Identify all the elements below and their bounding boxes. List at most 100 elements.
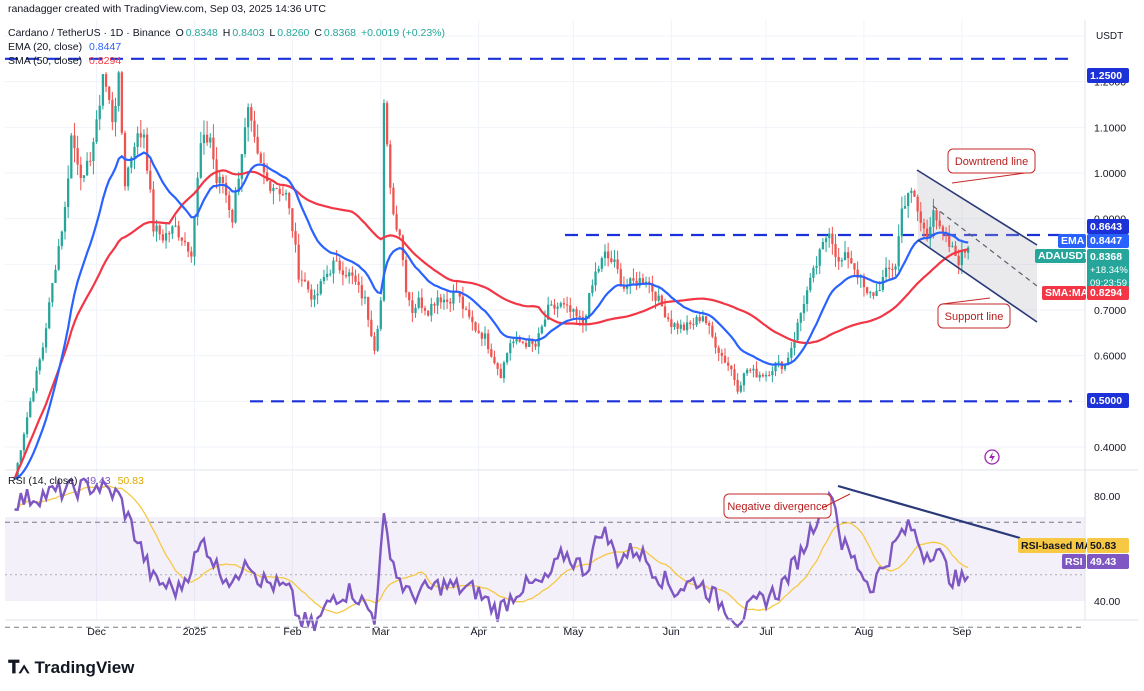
candle-body [531,340,534,344]
candle-body [385,103,389,145]
bar-countdown: 09:23:59 [1090,278,1127,289]
candle-body [689,322,692,325]
candle-body [907,192,910,207]
candle-body [644,281,648,284]
rsi-ma-value-tag-bg [1087,538,1129,553]
ema-value-tag: 0.8447 [1090,235,1122,247]
candle-body [632,278,635,281]
downtrend-line [916,169,1038,246]
candle-body [540,326,543,334]
candle-body [929,226,932,239]
channel-shading [917,170,1037,322]
time-tick-label: Sep [952,626,971,638]
candle-body [430,304,433,316]
candle-body [25,417,29,435]
symbol-title[interactable]: Cardano / TetherUS · 1D · Binance [8,27,171,39]
candle-body [250,107,253,121]
candle-body [581,317,585,325]
candle-body [76,148,79,165]
candle-body [294,231,297,245]
candle-body [919,211,922,223]
candle-body [243,127,247,155]
candle-body [505,353,509,363]
candle-body [38,359,41,371]
rsi-value-tag-bg [1087,554,1129,569]
candle-body [597,268,600,272]
candle-body [253,120,256,137]
level-0-8643-tag-bg [1087,219,1129,234]
attribution: ranadagger created with TradingView.com,… [8,3,326,15]
candle-body [543,319,547,327]
sma-legend-label[interactable]: SMA (50, close) [8,55,83,67]
candle-body [758,374,761,378]
candle-body [382,103,386,301]
candle-body [19,450,22,464]
candle-body [120,72,123,133]
candle-body [414,307,417,314]
candle-body [199,143,202,178]
currency-label: USDT [1096,31,1123,42]
candle-body [427,310,430,316]
candle-body [354,275,357,282]
rsi-divergence-line [837,484,1021,540]
candle-body [847,252,850,259]
candle-body [60,231,63,247]
candle-body [152,189,155,232]
candle-body [704,316,708,324]
brand-name: TradingView [34,657,135,677]
rsi-legend-label[interactable]: RSI (14, close) [8,475,78,487]
candle-body [805,290,809,304]
candle-body [133,146,136,158]
candle-body [894,266,897,270]
candle-body [818,249,821,266]
candle-body [262,162,266,173]
tv-logo-icon: 𝐓∧ [8,657,30,677]
candle-body [117,72,120,107]
last-price: 0.8368 [1090,251,1122,263]
candle-body [963,250,967,253]
alert-icon[interactable] [984,449,1000,465]
downtrend-pointer [951,172,1026,184]
support-pointer [941,297,991,305]
candle-body [900,208,903,237]
candle-body [303,279,307,282]
candle-body [717,347,720,353]
downtrend-label-box [947,148,1036,174]
candle-body [534,343,537,347]
candle-body [63,207,67,232]
candle-body [509,343,512,354]
candle-body [461,296,465,309]
candle-body [73,135,76,149]
candle-body [101,74,105,106]
candle-body [843,252,847,261]
candle-body [234,192,237,223]
candle-body [569,305,572,312]
candle-body [869,292,872,294]
candle-body [547,304,550,320]
candle-body [468,309,471,317]
candle-body [341,270,345,275]
candle-body [44,328,48,348]
tradingview-logo[interactable]: 𝐓∧ TradingView [8,657,134,678]
candle-body [161,234,165,241]
ema-legend-label[interactable]: EMA (20, close) [8,41,83,53]
candle-body [256,136,259,154]
candle-body [168,233,171,235]
candle-body [487,333,490,350]
candle-body [240,154,243,179]
candle-body [657,295,660,301]
candle-body [114,106,117,123]
candle-body [777,361,780,363]
candle-body [104,74,108,87]
candle-body [733,369,736,380]
candle-body [316,293,319,296]
symbol-tag-bg [1035,249,1086,263]
candle-body [275,187,278,189]
candle-body [54,269,57,283]
candle-body [518,337,521,342]
rsi-ma-value-tag: 50.83 [1090,540,1116,552]
candle-body [373,336,376,351]
candle-body [550,304,553,306]
candle-body [483,333,487,339]
